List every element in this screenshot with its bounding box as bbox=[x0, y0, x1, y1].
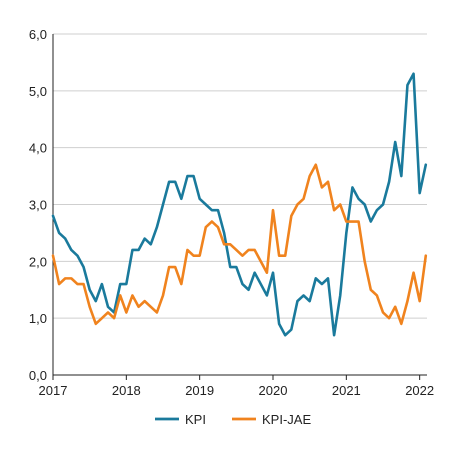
legend-label-kpi-jae: KPI-JAE bbox=[262, 412, 311, 427]
x-tick-label: 2020 bbox=[259, 383, 288, 398]
x-tick-label: 2022 bbox=[405, 383, 434, 398]
x-tick-label: 2019 bbox=[185, 383, 214, 398]
y-tick-label: 1,0 bbox=[29, 311, 47, 326]
legend: KPI KPI-JAE bbox=[155, 412, 311, 427]
y-tick-label: 3,0 bbox=[29, 198, 47, 213]
y-tick-label: 0,0 bbox=[29, 368, 47, 383]
series-line-kpi bbox=[51, 72, 428, 337]
x-tick-label: 2021 bbox=[332, 383, 361, 398]
y-tick-label: 4,0 bbox=[29, 141, 47, 156]
gridlines bbox=[52, 33, 427, 376]
y-tick-label: 6,0 bbox=[29, 27, 47, 42]
y-tick-label: 2,0 bbox=[29, 254, 47, 269]
series-line-kpi-jae bbox=[51, 163, 428, 326]
x-tick-label: 2018 bbox=[112, 383, 141, 398]
x-axis: 2017 2018 2019 2020 2021 2022 bbox=[39, 375, 434, 398]
y-axis: 0,0 1,0 2,0 3,0 4,0 5,0 6,0 bbox=[29, 27, 47, 383]
legend-label-kpi: KPI bbox=[185, 412, 206, 427]
plot-area bbox=[51, 72, 428, 337]
y-tick-label: 5,0 bbox=[29, 84, 47, 99]
x-tick-label: 2017 bbox=[39, 383, 68, 398]
